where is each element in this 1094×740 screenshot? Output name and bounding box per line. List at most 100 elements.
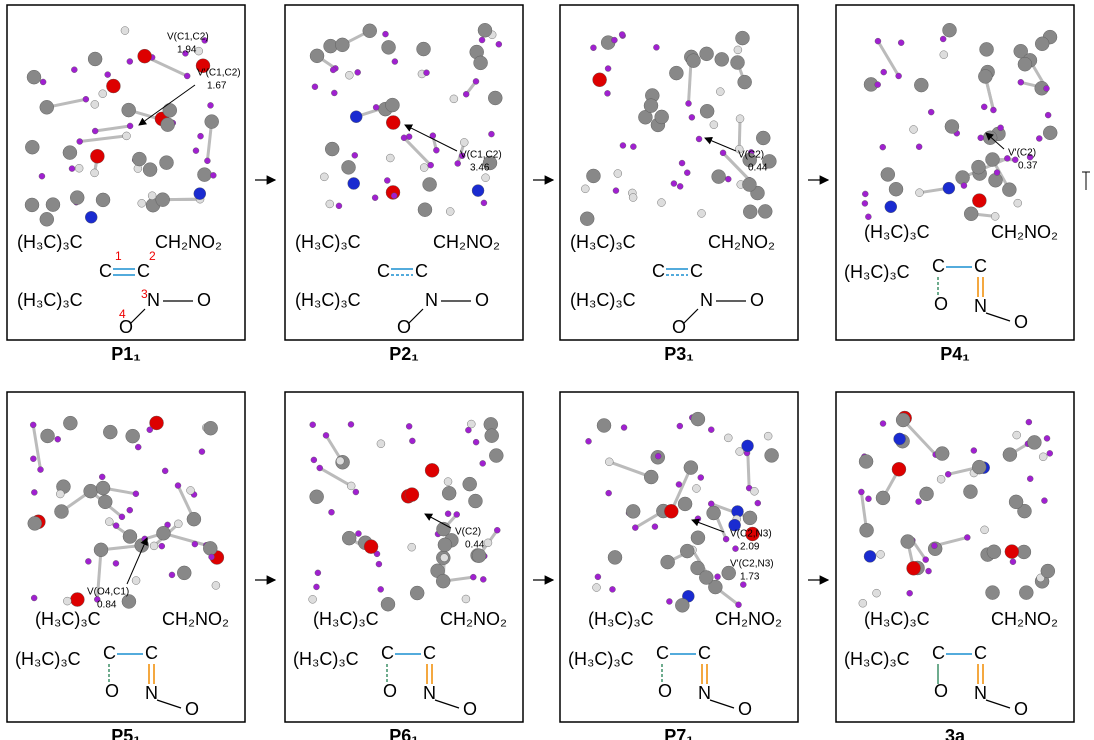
atom (865, 214, 871, 220)
atom (156, 526, 170, 540)
atom (696, 136, 702, 142)
formula-o: O (1014, 699, 1028, 719)
atom (907, 590, 913, 596)
atom (192, 541, 198, 547)
panel: V(C1,C2)3.46(H₃C)₃C(H₃C)₃CCCCH₂NO₂NOOP2₁ (285, 5, 523, 364)
atom (661, 555, 675, 569)
atom (998, 125, 1004, 131)
atom (382, 31, 388, 37)
atom (920, 487, 934, 501)
atom (133, 491, 139, 497)
atom (980, 42, 994, 56)
formula-o: O (397, 317, 411, 337)
atom (377, 440, 385, 448)
bond (131, 309, 145, 323)
atom (382, 40, 396, 54)
atom (205, 115, 219, 129)
atom (75, 164, 83, 172)
atom (425, 463, 439, 477)
atom-number: 4 (119, 307, 126, 321)
bond (710, 700, 734, 708)
atom (758, 204, 772, 218)
formula-o: O (934, 681, 948, 701)
atom (698, 209, 706, 217)
atom (353, 489, 359, 495)
atom (310, 422, 316, 428)
atom (764, 432, 772, 440)
atom (916, 499, 922, 505)
atom (127, 123, 133, 129)
atom (756, 131, 770, 145)
atom (88, 52, 102, 66)
formula-n: N (425, 290, 438, 310)
formula-side: CH₂NO₂ (440, 609, 507, 629)
atom (460, 138, 468, 146)
atom (743, 205, 757, 219)
formula-c: C (137, 261, 150, 281)
atom (132, 577, 140, 585)
atom (956, 171, 970, 185)
panel-frame (836, 5, 1074, 340)
atom (132, 152, 146, 166)
atom (127, 507, 133, 513)
atom (655, 110, 669, 124)
atom (708, 427, 714, 433)
atom (175, 483, 181, 489)
atom (70, 593, 84, 607)
atom (25, 198, 39, 212)
atom (1026, 419, 1032, 425)
atom (320, 173, 328, 181)
formula-tbu: (H₃C)₃C (295, 232, 361, 252)
atom (1036, 135, 1042, 141)
formula-side: CH₂NO₂ (433, 232, 500, 252)
atom (881, 167, 895, 181)
atom (677, 183, 683, 189)
panel: V(O4,C1)0.84(H₃C)₃C(H₃C)₃CCCCH₂NO₂NOOP5₁ (7, 392, 245, 740)
formula-side: CH₂NO₂ (708, 232, 775, 252)
atom (695, 516, 701, 522)
atom (342, 531, 356, 545)
atom (348, 177, 360, 189)
atom (376, 561, 382, 567)
atom (679, 160, 685, 166)
atom (873, 589, 881, 597)
atom-number: 1 (115, 249, 122, 263)
atom (898, 40, 904, 46)
atom (488, 131, 494, 137)
atom (150, 542, 158, 550)
atom (472, 549, 486, 563)
atom (700, 47, 714, 61)
atom (445, 511, 451, 517)
atom (209, 554, 215, 560)
atom (364, 540, 378, 554)
formula-o: O (750, 290, 764, 310)
atom (972, 194, 986, 208)
atom (177, 566, 191, 580)
atom (355, 69, 361, 75)
atom (436, 574, 450, 588)
atom (418, 203, 432, 217)
formula-o: O (383, 681, 397, 701)
annotation: V(C2) (455, 527, 481, 538)
atom (381, 597, 395, 611)
annotation: V'(C1,C2) (197, 68, 241, 79)
atom (1035, 37, 1049, 51)
atom (204, 158, 210, 164)
atom (961, 183, 967, 189)
formula-tbu: (H₃C)₃C (313, 609, 379, 629)
atom (317, 465, 323, 471)
atom (687, 54, 701, 68)
atom (613, 188, 619, 194)
atom (609, 586, 615, 592)
formula-tbu: (H₃C)₃C (844, 649, 910, 669)
atom (750, 487, 758, 495)
atom (692, 484, 700, 492)
atom (474, 56, 488, 70)
formula-c: C (932, 643, 945, 663)
atom (724, 434, 732, 442)
atom (127, 58, 133, 64)
atom (943, 182, 955, 194)
atom (363, 24, 377, 38)
atom (392, 59, 398, 65)
atom (1043, 126, 1057, 140)
